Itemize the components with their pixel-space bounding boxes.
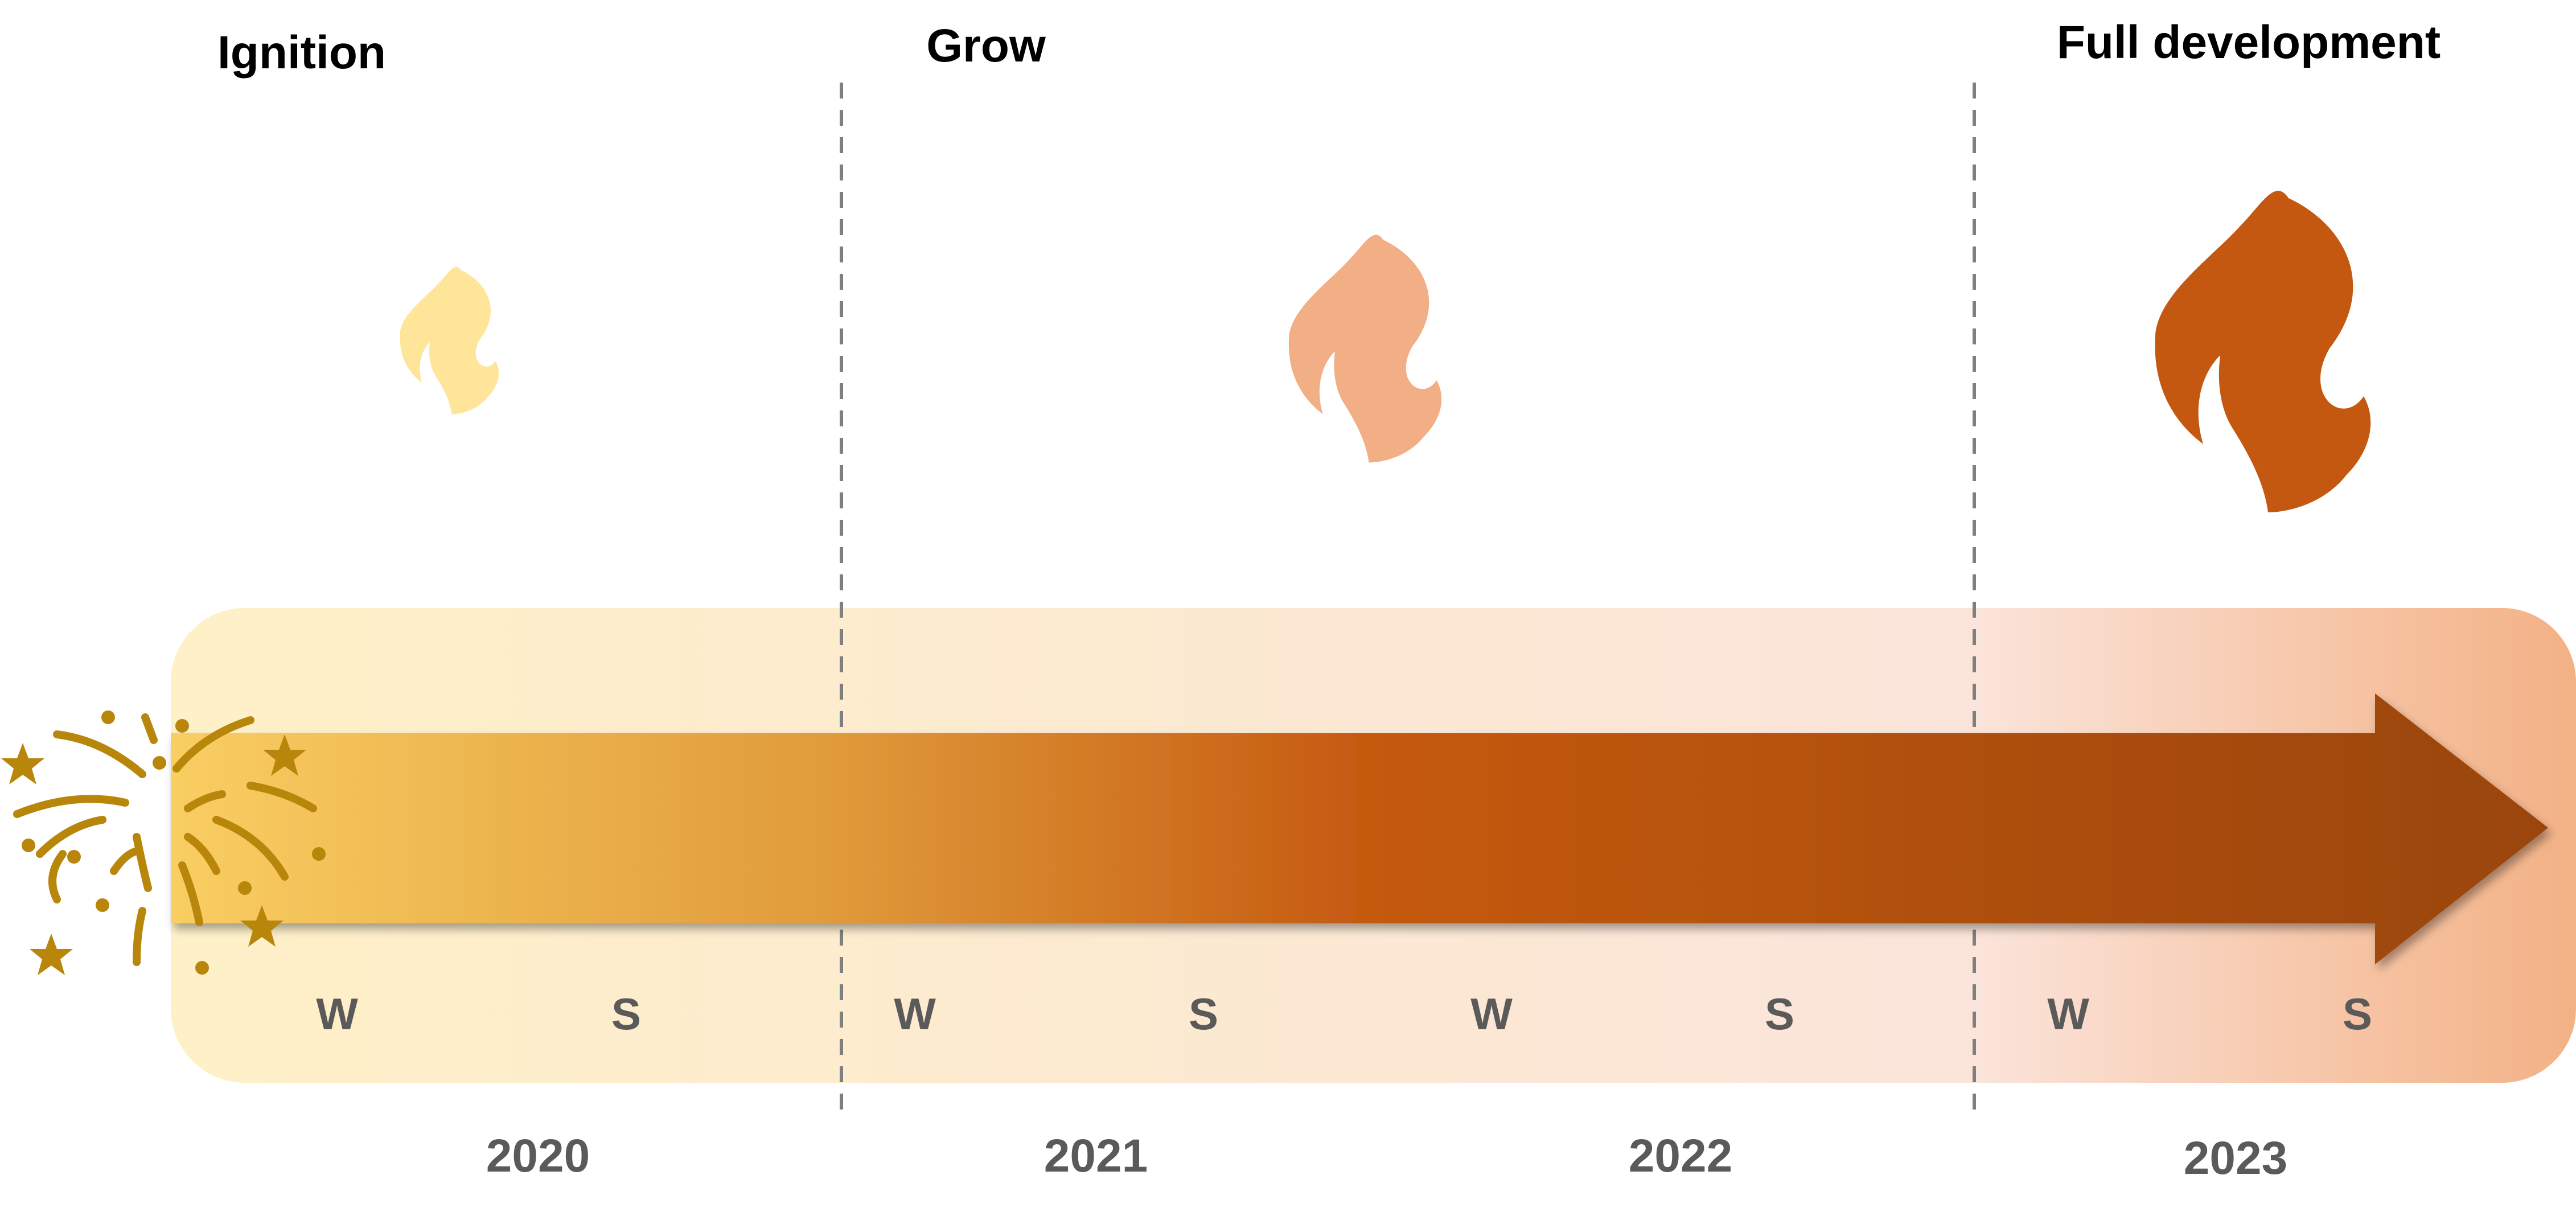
year-label-2023: 2023 bbox=[2184, 1132, 2287, 1184]
season-label: W bbox=[2047, 989, 2089, 1039]
year-label-2020: 2020 bbox=[486, 1130, 590, 1182]
year-label-2021: 2021 bbox=[1044, 1130, 1148, 1182]
phase-title-full-development: Full development bbox=[2057, 17, 2441, 68]
season-label: S bbox=[2343, 989, 2372, 1039]
timeline-arrow bbox=[171, 693, 2548, 964]
season-label: S bbox=[1189, 989, 1218, 1039]
season-label: S bbox=[1765, 989, 1794, 1039]
season-label: W bbox=[894, 989, 936, 1039]
year-label-2022: 2022 bbox=[1629, 1130, 1732, 1182]
season-label: W bbox=[316, 989, 358, 1039]
flame-icon bbox=[400, 266, 499, 414]
season-label: W bbox=[1470, 989, 1513, 1039]
phase-title-ignition: Ignition bbox=[217, 27, 386, 79]
phase-title-grow: Grow bbox=[926, 20, 1046, 72]
season-label: S bbox=[611, 989, 641, 1039]
fireworks-icon bbox=[1, 710, 326, 975]
flame-icon bbox=[2155, 191, 2371, 512]
flame-icon bbox=[1288, 235, 1442, 463]
